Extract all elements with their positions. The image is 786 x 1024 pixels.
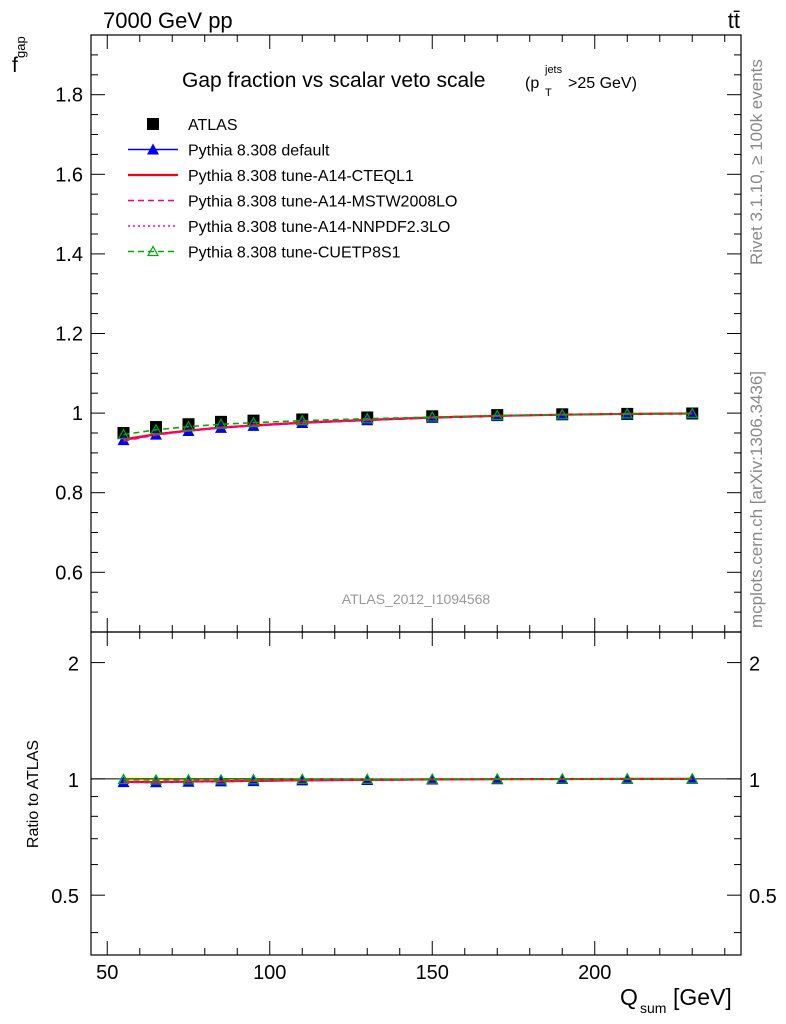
legend-label: Pythia 8.308 default	[188, 143, 330, 160]
ratio-series-4-point	[491, 772, 504, 784]
main-series-5-point	[117, 428, 130, 440]
ratio-series-4-line	[123, 778, 693, 781]
main-series-1-point	[686, 407, 699, 419]
ratio-ytick-label: 2	[68, 654, 79, 676]
rivet-label: Rivet 3.1.10, ≥ 100k events	[747, 59, 766, 265]
ratio-series-4-point	[426, 772, 439, 784]
main-series-5-point	[621, 407, 634, 419]
main-series-5-point	[426, 410, 439, 422]
ratio-series-4-point	[214, 773, 228, 785]
main-panel: 0.6 0.8 1 1.2 1.4 1.6 1.8 Gap fraction vs scal…	[12, 34, 742, 633]
legend-label: Pythia 8.308 tune-A14-NNPDF2.3LO	[188, 219, 450, 236]
main-ytick-label: 0.6	[55, 562, 83, 584]
main-series-5-point	[182, 420, 195, 432]
main-ytick-labels: 0.6 0.8 1 1.2 1.4 1.6 1.8	[55, 85, 83, 585]
xtick-label: 100	[253, 962, 286, 984]
main-series-5-line	[123, 412, 693, 436]
ratio-ytick-label-right: 1	[749, 770, 760, 792]
main-series-5-point	[247, 416, 260, 428]
ratio-series-4-point	[686, 772, 699, 784]
ratio-series-0-point	[117, 776, 130, 788]
main-ytick-label: 1.4	[55, 244, 83, 266]
main-series-layer	[117, 407, 699, 446]
analysis-label: ATLAS_2012_I1094568	[342, 591, 491, 607]
main-series-5-point	[556, 408, 569, 420]
xlabel: Q	[620, 984, 638, 1010]
xtick-labels: 50 100 150 200	[96, 962, 611, 984]
main-series-5-point	[686, 407, 699, 419]
chart-title: Gap fraction vs scalar veto scale	[182, 69, 485, 92]
ratio-series-4-point	[149, 773, 163, 785]
ratio-ytick-labels: 0.5 0.5 1 1 2 2	[51, 654, 777, 909]
xtick-label: 200	[578, 962, 611, 984]
process-label: tt̄	[728, 8, 740, 33]
xlabel-sub: sum	[640, 1000, 666, 1016]
legend-label: Pythia 8.308 tune-A14-CTEQL1	[188, 168, 414, 185]
energy-label: 7000 GeV pp	[103, 8, 233, 33]
chart-title-cut-tail: >25 GeV)	[568, 75, 637, 92]
main-ytick-label: 1.8	[55, 85, 83, 107]
ratio-series-4-point	[296, 773, 309, 784]
main-series-5-point	[296, 414, 309, 426]
legend-label: ATLAS	[188, 117, 238, 134]
main-ytick-label: 0.8	[55, 483, 83, 505]
legend-marker	[146, 245, 160, 257]
legend: ATLAS Pythia 8.308 default Pythia 8.308 tu…	[128, 117, 457, 262]
main-series-5-point	[214, 418, 228, 429]
ratio-ticks	[91, 632, 741, 955]
site-label: mcplots.cern.ch [arXiv:1306.3436]	[747, 371, 766, 628]
ratio-panel-frame	[90, 631, 742, 956]
ratio-panel: 0.5 0.51 12 2 50 100 150 200 Ratio to ATLAS Q …	[25, 631, 777, 1016]
main-ytick-label: 1	[72, 403, 83, 425]
ratio-series-4-point	[247, 773, 260, 785]
xlabel-unit: [GeV]	[673, 984, 732, 1010]
ratio-series-4-point	[117, 773, 130, 785]
ratio-series-4-point	[621, 772, 634, 784]
main-series-5-point	[149, 423, 163, 435]
chart-title-cut-sup: jets	[544, 64, 563, 76]
main-ytick-label: 1.6	[55, 164, 83, 186]
chart-title-cut-sub: T	[545, 87, 552, 99]
legend-marker	[147, 118, 159, 130]
ratio-series-4-point	[182, 773, 195, 785]
ratio-series-layer	[117, 772, 699, 788]
ratio-series-4-point	[556, 772, 569, 784]
ratio-series-4-point	[361, 773, 374, 784]
main-ylabel-sub: gap	[13, 36, 28, 58]
chart-title-cut: (p	[525, 75, 539, 92]
main-ticks	[91, 34, 741, 633]
main-ytick-label: 1.2	[55, 324, 83, 346]
xtick-label: 50	[96, 962, 118, 984]
legend-label: Pythia 8.308 tune-A14-MSTW2008LO	[188, 194, 457, 211]
main-series-5-point	[491, 409, 504, 421]
ratio-ytick-label: 1	[68, 770, 79, 792]
ratio-ytick-label-right: 0.5	[749, 886, 777, 908]
legend-label: Pythia 8.308 tune-CUETP8S1	[188, 245, 401, 262]
main-ylabel: f	[12, 54, 18, 77]
ratio-ytick-label: 0.5	[51, 886, 79, 908]
ratio-ytick-label-right: 2	[749, 654, 760, 676]
legend-marker	[147, 143, 159, 155]
xtick-label: 150	[416, 962, 449, 984]
ratio-ylabel: Ratio to ATLAS	[25, 740, 42, 848]
main-series-5-point	[361, 412, 374, 424]
